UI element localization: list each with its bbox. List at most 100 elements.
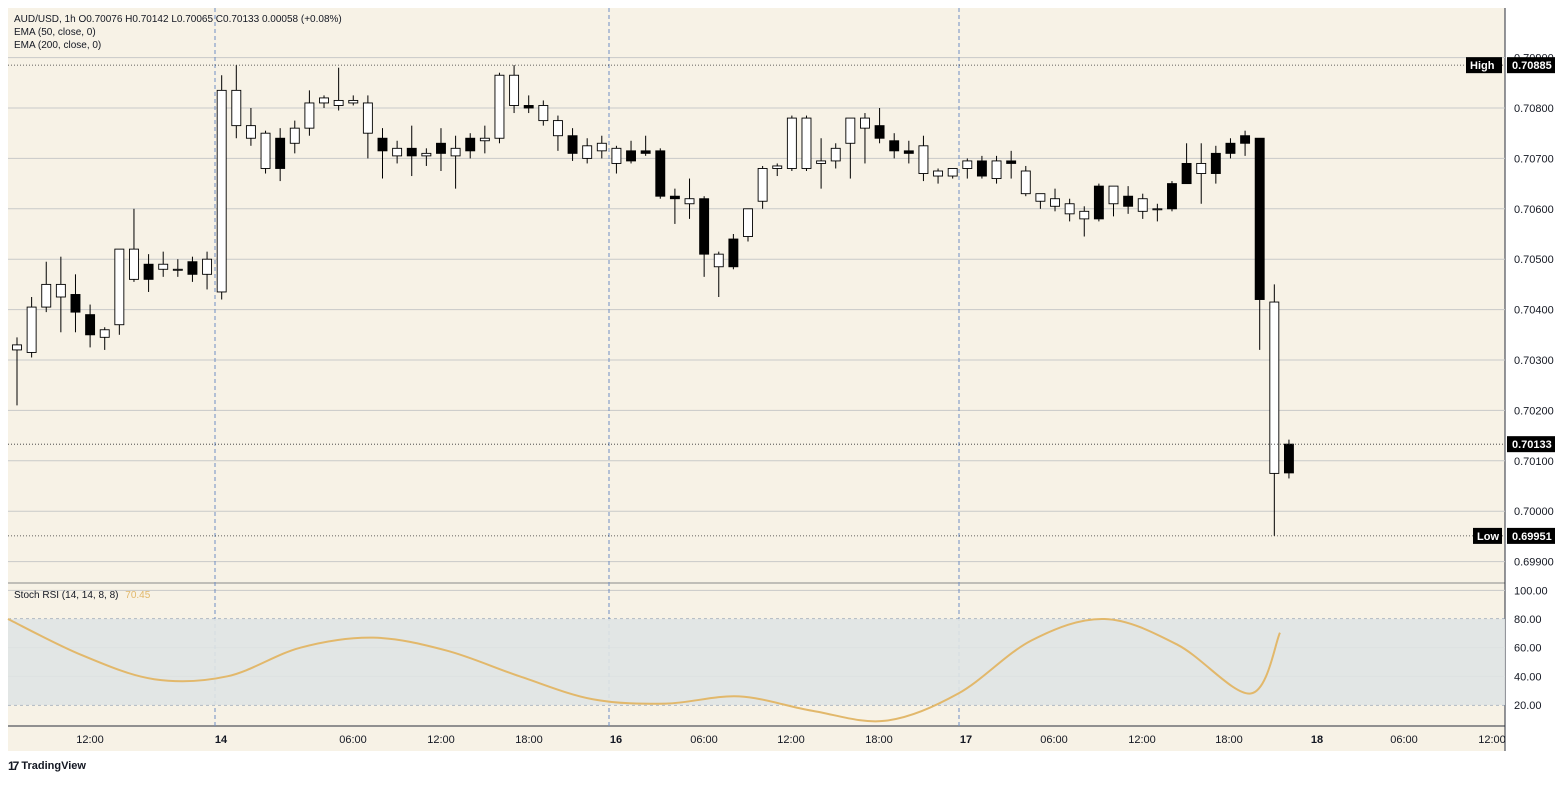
stoch-axis: 100.00 80.00 60.00 40.00 20.00 <box>1514 585 1548 712</box>
candle <box>319 95 329 108</box>
candle-body-up <box>129 248 139 280</box>
candle-body-down <box>406 147 417 157</box>
candle-body-down <box>669 195 680 200</box>
price-markers: 0.70885 High 0.69951 Low 0.70133 <box>8 57 1555 544</box>
time-tick-label: 12:00 <box>1128 734 1156 746</box>
high-label-box <box>1466 57 1502 74</box>
candle <box>12 337 22 406</box>
candle <box>933 168 944 184</box>
candle-body-up <box>772 165 783 169</box>
candle-body-up <box>421 152 432 157</box>
candle <box>830 143 841 169</box>
ema50-legend[interactable]: EMA (50, close, 0) <box>14 27 96 38</box>
candle <box>816 138 827 189</box>
candle-body-up <box>494 74 505 139</box>
candle <box>684 178 695 219</box>
candle <box>655 148 666 199</box>
candle <box>406 125 417 177</box>
candle <box>845 117 856 179</box>
candle-body-up <box>1108 185 1119 205</box>
price-axis: 0.709000.708000.707000.706000.705000.704… <box>1514 53 1554 569</box>
candle <box>874 108 885 144</box>
candle-body-up <box>552 120 563 137</box>
stoch-legend[interactable]: Stoch RSI (14, 14, 8, 8) 70.45 <box>14 589 150 602</box>
candle-body-up <box>26 306 37 353</box>
time-tick-label: 17 <box>960 734 972 746</box>
candle <box>216 75 227 300</box>
candle <box>1181 143 1192 185</box>
time-axis: 12:00 14 06:00 12:00 18:00 16 06:00 12:00 18:00 1… <box>76 734 1506 746</box>
candle-body-up <box>830 147 841 162</box>
last-price-value: 0.70133 <box>1512 439 1552 451</box>
candle-body-up <box>348 99 359 104</box>
candle-body-down <box>626 150 636 162</box>
candle-body-up <box>918 145 929 174</box>
candle-body-up <box>289 127 300 144</box>
candle <box>728 234 739 270</box>
candle <box>465 133 476 159</box>
candle <box>143 254 154 292</box>
candle-body-up <box>245 125 256 139</box>
oversold-overbought-band <box>8 619 1505 705</box>
price-tick-label: 0.70700 <box>1514 153 1554 165</box>
candle-body-up <box>1050 198 1060 207</box>
candle-body-up <box>99 329 110 338</box>
candle <box>1123 186 1134 214</box>
candle <box>41 261 52 313</box>
time-tick-label: 14 <box>215 734 228 746</box>
candle-body-down <box>1283 443 1294 474</box>
candle-body-down <box>275 137 286 169</box>
candle <box>99 327 110 350</box>
candle <box>421 148 432 166</box>
high-tag <box>1507 57 1555 74</box>
candle-body-down <box>1225 142 1236 154</box>
candle <box>1020 165 1031 197</box>
stoch-tick-label: 20.00 <box>1514 700 1542 712</box>
candle-body-up <box>333 99 344 106</box>
time-tick-label: 18:00 <box>1215 734 1243 746</box>
candle <box>55 256 66 333</box>
candle-body-up <box>450 147 461 157</box>
candle <box>1254 137 1265 350</box>
candle <box>552 115 563 151</box>
time-tick-label: 12:00 <box>427 734 455 746</box>
candle-body-down <box>889 140 900 152</box>
candle-body-up <box>816 160 827 164</box>
candle <box>245 108 256 146</box>
candle <box>333 67 344 111</box>
candle-body-down <box>728 238 739 268</box>
candle <box>231 65 242 139</box>
candle <box>538 100 549 126</box>
low-value: 0.69951 <box>1512 531 1552 543</box>
candle <box>1269 284 1280 536</box>
session-separators <box>214 8 960 726</box>
candle-body-up <box>362 102 373 134</box>
candle <box>669 188 680 224</box>
candle <box>1167 181 1177 212</box>
price-tick-label: 0.70600 <box>1514 204 1554 216</box>
candle <box>129 208 139 282</box>
candle <box>976 155 987 179</box>
symbol-legend[interactable]: AUD/USD, 1h O0.70076 H0.70142 L0.70065 C… <box>14 14 342 25</box>
candle-body-down <box>567 135 578 154</box>
candle-body-up <box>538 105 549 122</box>
candle <box>1210 145 1221 184</box>
candle-body-down <box>1181 162 1192 185</box>
candle <box>947 168 958 179</box>
candle <box>611 145 622 174</box>
tradingview-footer[interactable]: 17 TradingView <box>8 759 86 773</box>
ema200-legend[interactable]: EMA (200, close, 0) <box>14 40 102 51</box>
candle <box>1196 143 1207 204</box>
candle <box>114 248 125 335</box>
candle <box>903 140 914 164</box>
tradingview-logo-icon: 17 <box>8 759 19 773</box>
candle-body-down <box>976 160 987 177</box>
candle <box>1093 183 1104 222</box>
candle-body-up <box>860 117 870 129</box>
candle-body-up <box>1020 170 1031 195</box>
candle-body-down <box>1254 137 1265 300</box>
low-label-box <box>1473 527 1502 544</box>
time-tick-label: 18 <box>1311 734 1323 746</box>
candle-body-up <box>684 198 695 205</box>
